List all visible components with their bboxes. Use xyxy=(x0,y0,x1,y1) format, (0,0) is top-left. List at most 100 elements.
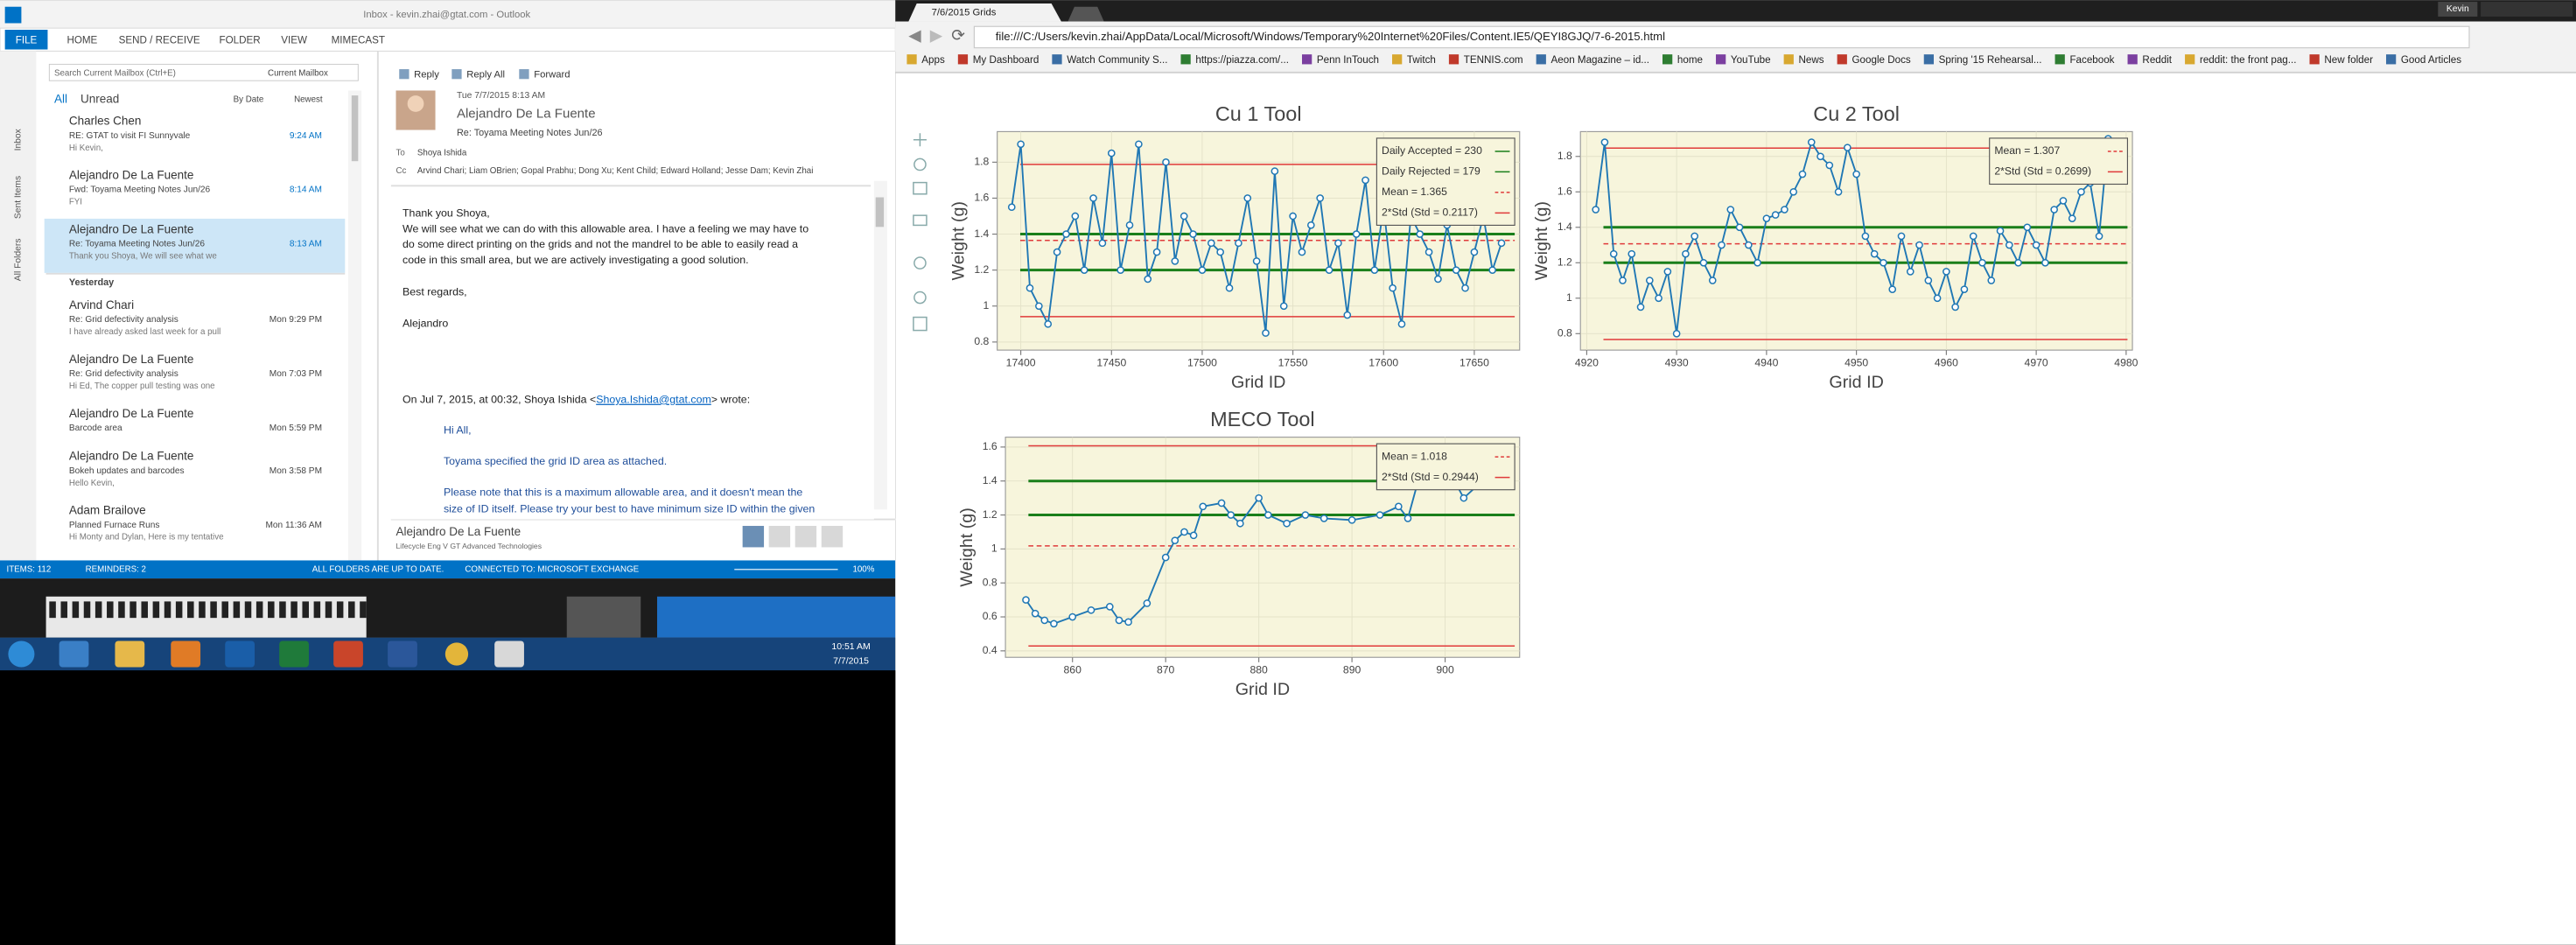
start-button[interactable] xyxy=(8,640,35,668)
new-tab[interactable] xyxy=(1068,6,1104,22)
wheel-zoom-tool[interactable] xyxy=(914,256,927,270)
x-tick-label: 17550 xyxy=(1278,356,1308,368)
outlook-icon xyxy=(4,6,22,24)
pan-tool[interactable] xyxy=(913,133,927,147)
reload-button[interactable]: ⟳ xyxy=(951,25,965,44)
search-box[interactable] xyxy=(48,63,359,81)
cc-label: Cc xyxy=(396,166,406,176)
filter-all[interactable]: All xyxy=(54,92,67,105)
selected-message[interactable] xyxy=(44,218,346,273)
bookmark[interactable]: Facebook xyxy=(2069,54,2114,66)
taskbar-app[interactable] xyxy=(59,640,89,668)
taskbar-app[interactable] xyxy=(444,642,469,666)
reading-action[interactable]: Reply xyxy=(414,70,439,80)
data-point xyxy=(1754,258,1761,267)
taskbar-app[interactable] xyxy=(115,640,145,668)
data-point xyxy=(1655,294,1662,303)
preview-detail xyxy=(60,601,67,619)
data-point xyxy=(2095,232,2104,241)
ribbon-tab[interactable]: MIMECAST xyxy=(332,34,385,46)
message-sender[interactable]: Alejandro De La Fuente xyxy=(69,353,194,366)
bookmark[interactable]: YouTube xyxy=(1731,54,1771,66)
bookmark[interactable]: My Dashboard xyxy=(973,54,1040,66)
x-tick-label: 17600 xyxy=(1368,356,1398,368)
taskbar-app[interactable] xyxy=(171,640,201,668)
x-tick-label: 4930 xyxy=(1665,356,1689,368)
data-point xyxy=(2014,258,2022,267)
bookmark[interactable]: https://piazza.com/... xyxy=(1195,54,1289,66)
filter-unread[interactable]: Unread xyxy=(80,92,119,105)
box-zoom-tool[interactable] xyxy=(913,181,928,195)
nav-folder[interactable]: Inbox xyxy=(13,128,23,150)
forward-button[interactable]: ▶ xyxy=(930,25,943,44)
bookmark[interactable]: Aeon Magazine – id... xyxy=(1551,54,1649,66)
message-sender[interactable]: Adam Brailove xyxy=(69,504,146,517)
bookmark[interactable]: Apps xyxy=(921,54,945,66)
bookmark[interactable]: Watch Community S... xyxy=(1067,54,1167,66)
taskbar-app[interactable] xyxy=(279,640,309,668)
bookmark[interactable]: Google Docs xyxy=(1852,54,1911,66)
taskbar-app[interactable] xyxy=(388,640,417,668)
browser-tab[interactable] xyxy=(908,3,1061,22)
save-tool[interactable] xyxy=(913,316,928,332)
message-time: Mon 3:58 PM xyxy=(270,466,322,476)
message-sender[interactable]: Alejandro De La Fuente xyxy=(69,223,194,236)
bookmark[interactable]: Spring '15 Rehearsal... xyxy=(1939,54,2042,66)
bookmark[interactable]: News xyxy=(1799,54,1824,66)
ribbon-tab[interactable]: HOME xyxy=(66,34,97,46)
user-badge[interactable] xyxy=(2438,2,2478,17)
preview-detail xyxy=(118,601,125,619)
taskbar-app[interactable] xyxy=(225,640,256,668)
message-preview: Hello Kevin, xyxy=(69,479,115,488)
data-point xyxy=(1960,285,1969,293)
quote-email[interactable]: Shoya.Ishida@gtat.com xyxy=(596,394,711,406)
x-tick-label: 880 xyxy=(1250,663,1268,676)
bookmark[interactable]: reddit: the front pag... xyxy=(2200,54,2297,66)
bookmark[interactable]: Good Articles xyxy=(2401,54,2461,66)
legend-label: Daily Rejected = 179 xyxy=(1382,165,1480,178)
message-sender[interactable]: Alejandro De La Fuente xyxy=(69,450,194,463)
reading-action[interactable]: Forward xyxy=(534,70,570,80)
data-point xyxy=(1035,302,1043,311)
bookmark[interactable]: Penn InTouch xyxy=(1317,54,1379,66)
address-bar[interactable] xyxy=(973,25,2470,49)
data-point xyxy=(1289,212,1297,220)
data-point xyxy=(1870,249,1879,258)
nav-strip xyxy=(0,51,37,561)
data-point xyxy=(1452,266,1460,274)
resize-tool[interactable] xyxy=(913,214,928,227)
ribbon-tab[interactable]: SEND / RECEIVE xyxy=(119,34,200,46)
zoom-tool[interactable] xyxy=(914,158,927,172)
bookmark-icon xyxy=(1837,54,1847,65)
bookmark-icon xyxy=(1662,54,1673,65)
taskbar-app[interactable] xyxy=(333,640,363,668)
desktop-wallpaper xyxy=(657,596,896,638)
data-point xyxy=(1389,284,1396,292)
ribbon-tab[interactable]: FOLDER xyxy=(220,34,261,46)
reset-tool[interactable] xyxy=(914,290,927,304)
message-sender[interactable]: Arvind Chari xyxy=(69,298,134,312)
preview-detail xyxy=(199,601,206,619)
bookmark[interactable]: home xyxy=(1677,54,1703,66)
message-sender[interactable]: Charles Chen xyxy=(69,115,142,128)
bookmark[interactable]: Twitch xyxy=(1407,54,1436,66)
file-tab[interactable] xyxy=(4,30,48,50)
bookmark-icon xyxy=(2054,54,2065,65)
data-point xyxy=(1645,276,1654,284)
bookmark[interactable]: New folder xyxy=(2324,54,2373,66)
data-point xyxy=(1071,212,1080,220)
message-sender[interactable]: Alejandro De La Fuente xyxy=(69,169,194,182)
data-point xyxy=(1672,329,1681,338)
data-point xyxy=(1825,161,1834,170)
message-sender[interactable]: Alejandro De La Fuente xyxy=(69,407,194,420)
ribbon-tab[interactable]: VIEW xyxy=(281,34,307,46)
ribbon-tab[interactable]: FILE xyxy=(16,34,38,46)
bookmark[interactable]: Reddit xyxy=(2142,54,2172,66)
bookmark-icon xyxy=(1180,54,1191,65)
nav-folder[interactable]: Sent Items xyxy=(13,176,23,219)
back-button[interactable]: ◀ xyxy=(908,25,921,44)
bookmark[interactable]: TENNIS.com xyxy=(1464,54,1523,66)
reading-action[interactable]: Reply All xyxy=(466,70,505,80)
nav-folder[interactable]: All Folders xyxy=(13,238,23,281)
taskbar-app[interactable] xyxy=(494,640,524,668)
